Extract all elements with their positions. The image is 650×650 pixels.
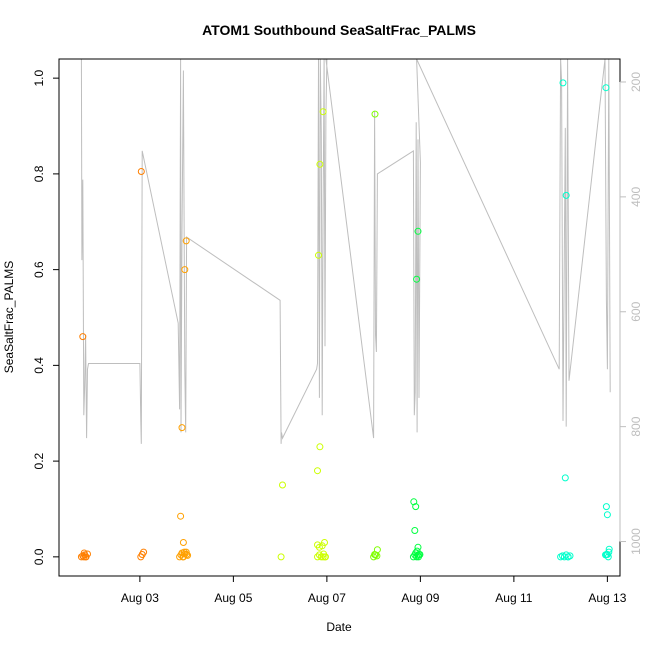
data-point [178,424,186,432]
data-point [414,227,422,235]
data-point [319,108,327,116]
data-point [602,551,610,558]
data-point [316,160,324,168]
data-point [413,553,421,561]
data-point [411,527,419,534]
data-point [181,266,189,274]
data-point [412,503,420,511]
x-axis: Aug 03 Aug 05 Aug 07 Aug 09 Aug 11 Aug 13 [121,575,627,605]
y-tick-label: 0.8 [32,165,46,182]
data-point [316,443,324,451]
data-point [561,474,569,482]
y-tick-label: 0.4 [32,357,46,374]
data-point [179,553,187,561]
data-point [562,551,570,559]
data-point [371,551,379,558]
x-tick-label: Aug 13 [588,591,626,605]
data-point [179,539,187,546]
data-point [564,553,572,561]
y2-tick-label: 400 [629,187,643,207]
data-point [414,543,422,551]
data-point [413,275,421,283]
y2-tick-label: 800 [629,416,643,436]
y-tick-label: 0.0 [32,548,46,565]
x-tick-label: Aug 07 [308,591,346,605]
right-pressure-axis: 200 400 600 800 1000 [619,72,643,555]
data-point [562,191,570,199]
data-point [602,84,610,92]
data-point [182,237,190,245]
data-point [79,333,87,341]
x-tick-label: Aug 09 [401,591,439,605]
pressure-line-layer [80,59,611,444]
y-tick-label: 1.0 [32,69,46,86]
data-point [559,79,567,87]
data-point [182,548,190,556]
data-point [183,551,191,558]
x-axis-label: Date [326,620,352,634]
data-point [82,553,90,561]
pressure-line [80,59,611,444]
data-point [410,498,418,506]
y2-tick-label: 600 [629,301,643,321]
data-points-layer [77,79,613,561]
data-point [137,168,145,175]
x-tick-label: Aug 03 [121,591,159,605]
data-point [315,251,322,259]
data-point [140,548,148,556]
data-point [279,481,286,489]
y2-tick-label: 1000 [629,528,643,555]
x-tick-label: Aug 05 [214,591,252,605]
data-point [602,503,610,511]
x-tick-label: Aug 11 [495,591,532,605]
y-tick-label: 0.6 [32,261,46,278]
data-point [321,553,329,561]
data-point [177,512,185,520]
y-axis: 0.0 0.2 0.4 0.6 0.8 1.0 [32,69,60,565]
data-point [277,553,285,561]
y-tick-label: 0.2 [32,452,46,469]
data-point [605,545,613,553]
data-point [605,548,613,556]
data-point [371,110,379,118]
data-point [319,553,327,561]
chart-title: ATOM1 Southbound SeaSaltFrac_PALMS [202,22,476,38]
data-point [180,548,188,556]
y-axis-label: SeaSaltFrac_PALMS [2,261,16,374]
data-point [415,551,423,558]
data-point [80,549,88,557]
data-point [409,553,417,561]
y2-tick-label: 200 [629,72,643,92]
data-point [314,541,321,549]
data-point [314,467,321,475]
data-point [603,511,611,519]
data-point [321,539,328,546]
data-point [414,551,422,559]
